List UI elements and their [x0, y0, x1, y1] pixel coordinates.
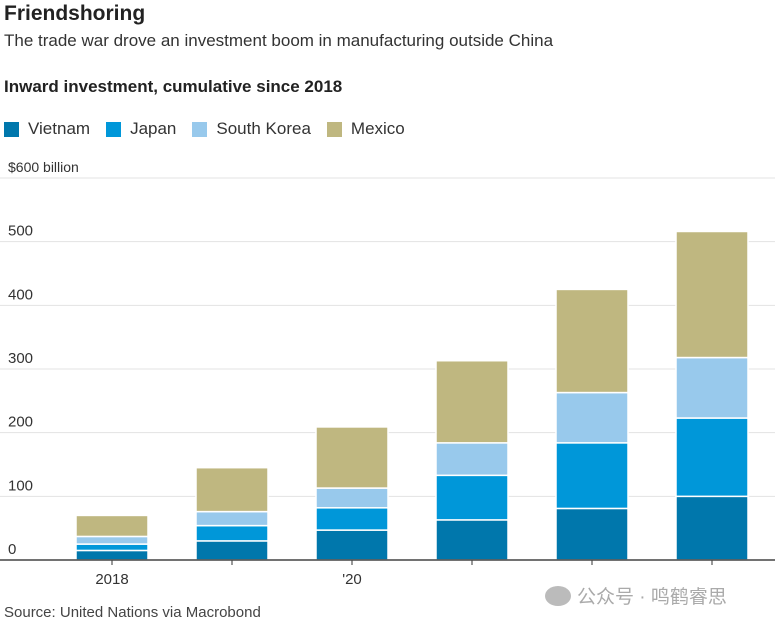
bar-segment-mexico: [555, 288, 629, 394]
x-tick-label: 2018: [95, 571, 128, 588]
bar-segment-vietnam: [555, 507, 629, 561]
chart-title: Friendshoring: [4, 2, 146, 25]
legend-swatch: [106, 121, 122, 137]
bar-segment-mexico: [75, 514, 149, 538]
bar-segment-japan: [675, 417, 749, 498]
legend-item-south-korea: South Korea: [192, 119, 311, 139]
y-tick-label: 500: [8, 223, 33, 240]
bar-segment-mexico: [435, 359, 509, 444]
bar-segment-mexico: [315, 426, 389, 489]
y-tick-label: 100: [8, 477, 33, 494]
bar-segment-vietnam: [315, 529, 389, 561]
bar-segment-japan: [435, 474, 509, 521]
bar-segment-south-korea: [315, 487, 389, 509]
legend-swatch: [326, 121, 342, 137]
bar-segment-japan: [195, 524, 269, 542]
legend-swatch: [4, 121, 19, 137]
bar-segment-vietnam: [435, 519, 509, 561]
y-tick-label: $600 billion: [8, 159, 79, 175]
legend-item-japan: Japan: [106, 119, 176, 139]
wechat-icon: [545, 585, 571, 606]
x-tick-label: '20: [342, 571, 362, 588]
bar-segment-japan: [555, 442, 629, 510]
watermark: 公众号 · 鸣鹤睿思: [545, 582, 727, 609]
source-note: Source: United Nations via Macrobond: [4, 604, 261, 621]
y-tick-label: 400: [8, 286, 33, 303]
bar-segment-japan: [315, 507, 389, 531]
bar-segment-south-korea: [435, 442, 509, 477]
bar-segment-south-korea: [555, 391, 629, 444]
legend-item-vietnam: Vietnam: [4, 119, 90, 139]
watermark-text: 公众号 · 鸣鹤睿思: [577, 587, 727, 608]
chart-heading: Inward investment, cumulative since 2018: [4, 77, 343, 96]
legend-item-mexico: Mexico: [326, 119, 405, 139]
chart-subtitle: The trade war drove an investment boom i…: [4, 31, 554, 50]
y-tick-label: 300: [8, 350, 33, 367]
legend-label: Vietnam: [28, 119, 91, 138]
bar-segment-vietnam: [195, 540, 269, 561]
bar-segment-south-korea: [195, 510, 269, 527]
bar-segment-south-korea: [75, 535, 149, 545]
legend: Vietnam Japan South Korea Mexico: [4, 119, 405, 139]
bar-segment-japan: [75, 543, 149, 552]
bar-segment-vietnam: [75, 549, 149, 561]
bar-segment-vietnam: [675, 495, 749, 561]
y-tick-label: 0: [8, 541, 16, 558]
legend-label: South Korea: [216, 119, 311, 138]
bar-segment-mexico: [675, 230, 749, 359]
bar-segment-south-korea: [675, 356, 749, 419]
legend-label: Japan: [130, 119, 177, 138]
legend-swatch: [192, 121, 208, 137]
legend-label: Mexico: [350, 119, 405, 138]
y-tick-label: 200: [8, 414, 33, 431]
bar-segment-mexico: [195, 466, 269, 513]
